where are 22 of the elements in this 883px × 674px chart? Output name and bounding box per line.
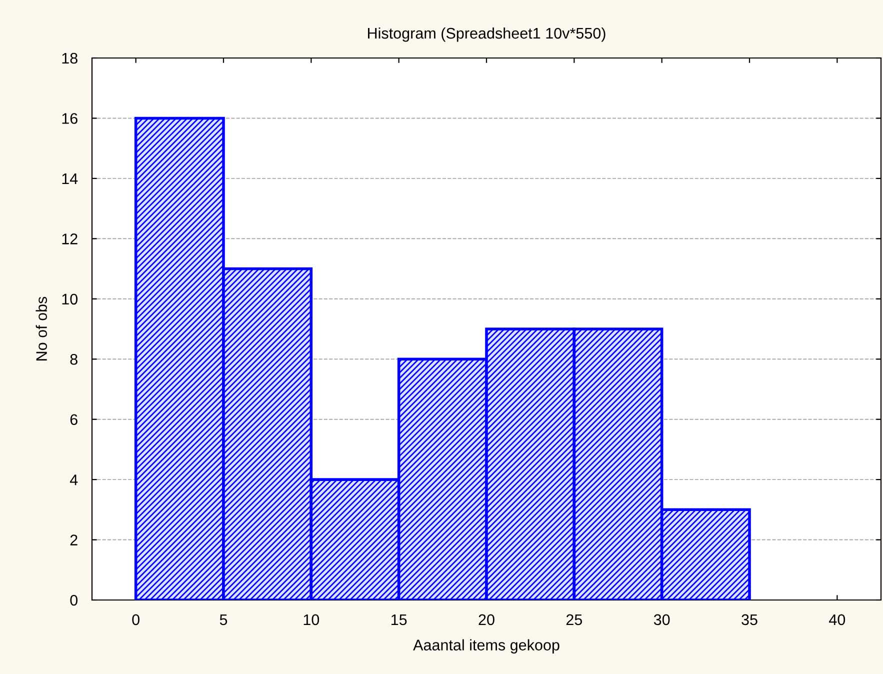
y-tick-label: 0 (70, 594, 78, 606)
chart-title: Histogram (Spreadsheet1 10v*550) (368, 27, 606, 42)
y-tick-label: 12 (62, 234, 78, 244)
y-tick-label: 10 (62, 294, 78, 305)
x-tick-label: 5 (220, 614, 228, 626)
x-tick-label: 35 (742, 614, 758, 626)
x-tick-label: 20 (478, 614, 494, 626)
y-axis-title: No of obs (36, 296, 47, 360)
x-tick-label: 15 (392, 614, 407, 626)
y-tick-label: 6 (70, 414, 78, 426)
y-tick-label: 8 (70, 354, 78, 365)
x-tick-label: 25 (566, 614, 582, 626)
y-tick-label: 4 (70, 474, 78, 486)
y-tick-label: 18 (62, 52, 78, 64)
x-axis-title: Aaantal items gekoop (413, 639, 560, 654)
y-tick-label: 2 (70, 534, 78, 546)
x-tick-label: 40 (829, 614, 846, 626)
y-tick-label: 16 (62, 113, 78, 124)
x-tick-label: 30 (654, 614, 670, 626)
x-tick-label: 0 (132, 614, 140, 626)
x-tick-label: 10 (304, 614, 320, 626)
y-tick-label: 14 (62, 173, 78, 184)
